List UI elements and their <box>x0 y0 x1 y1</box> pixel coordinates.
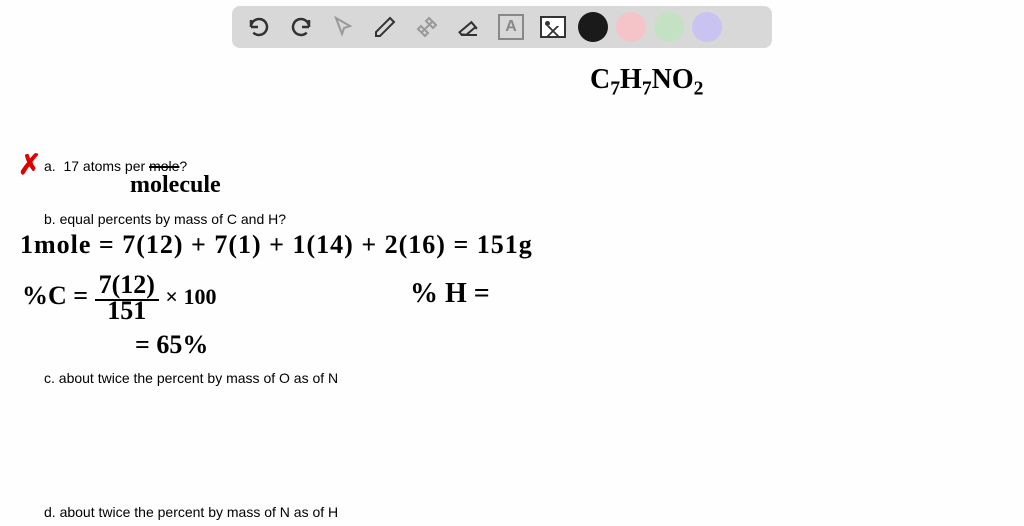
work-percent-h: % H = <box>410 278 490 310</box>
color-pink[interactable] <box>616 12 646 42</box>
color-purple[interactable] <box>692 12 722 42</box>
red-x-mark: ✗ <box>18 148 41 182</box>
image-tool[interactable] <box>536 10 570 44</box>
work-molar-mass: 1mole = 7(12) + 7(1) + 1(14) + 2(16) = 1… <box>20 230 533 260</box>
undo-button[interactable] <box>242 10 276 44</box>
pencil-tool[interactable] <box>368 10 402 44</box>
color-black[interactable] <box>578 12 608 42</box>
percent-c-denominator: 151 <box>103 296 150 325</box>
question-d: d. about twice the percent by mass of N … <box>44 504 338 520</box>
drawing-toolbar: A <box>232 6 772 48</box>
work-percent-c: %C = 7(12) 151 × 100 <box>22 272 216 324</box>
image-icon <box>540 16 566 38</box>
text-box-icon: A <box>498 14 524 40</box>
eraser-tool[interactable] <box>452 10 486 44</box>
question-c: c. about twice the percent by mass of O … <box>44 370 338 386</box>
work-percent-c-result: = 65% <box>135 330 208 360</box>
tools-button[interactable] <box>410 10 444 44</box>
chemical-formula: C7H7NO2 <box>590 64 703 101</box>
pointer-tool[interactable] <box>326 10 360 44</box>
percent-c-mult: × 100 <box>165 284 216 309</box>
text-tool[interactable]: A <box>494 10 528 44</box>
percent-c-label: %C = <box>22 281 88 310</box>
question-b: b. equal percents by mass of C and H? <box>44 211 286 227</box>
correction-molecule: molecule <box>130 172 221 199</box>
color-green[interactable] <box>654 12 684 42</box>
redo-button[interactable] <box>284 10 318 44</box>
